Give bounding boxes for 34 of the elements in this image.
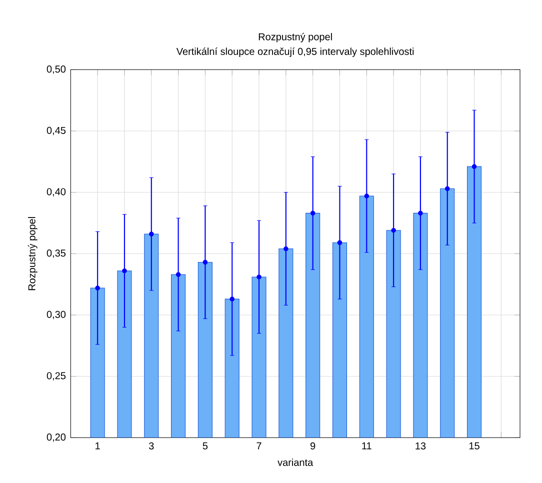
- point: [364, 194, 370, 198]
- y-tick-label: 0,35: [46, 250, 66, 258]
- point: [310, 210, 316, 216]
- point: [176, 272, 181, 277]
- point: [122, 268, 127, 274]
- y-axis-title: Rozpustný popel: [28, 217, 38, 290]
- point: [148, 232, 154, 236]
- point: [256, 274, 262, 280]
- x-tick-label: 9: [310, 442, 316, 450]
- point: [472, 164, 477, 169]
- point: [391, 228, 396, 233]
- x-tick-label: 7: [256, 442, 262, 450]
- point: [337, 240, 342, 246]
- x-tick-label: 15: [469, 442, 480, 450]
- x-tick-label: 1: [96, 442, 100, 450]
- chart-subtitle: Vertikální sloupce označují 0,95 intervaly spolehlivosti: [176, 48, 414, 57]
- x-axis-title: varianta: [278, 458, 314, 466]
- y-tick-label: 0,30: [46, 310, 66, 320]
- point: [230, 296, 235, 302]
- point: [95, 286, 100, 290]
- y-tick-label: 0,50: [46, 66, 66, 74]
- point: [284, 246, 288, 252]
- y-tick-label: 0,25: [46, 372, 66, 380]
- point: [444, 186, 450, 192]
- x-tick-label: 3: [148, 442, 154, 450]
- chart-title: Rozpustný popel: [258, 32, 332, 42]
- x-tick-label: 11: [362, 442, 372, 450]
- x-tick-label: 5: [202, 442, 208, 450]
- y-tick-label: 0,20: [46, 434, 66, 442]
- point: [418, 210, 423, 216]
- y-tick-label: 0,40: [46, 188, 66, 196]
- x-tick-label: 13: [416, 442, 426, 450]
- y-tick-label: 0,45: [46, 126, 66, 136]
- point: [202, 260, 208, 265]
